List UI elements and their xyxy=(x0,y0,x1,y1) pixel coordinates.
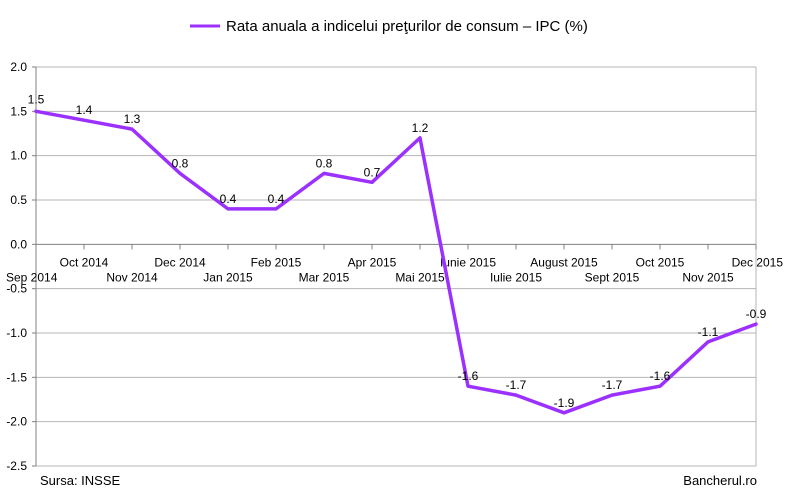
y-tick-label: 1.0 xyxy=(10,149,27,163)
data-label: 1.5 xyxy=(28,92,45,106)
gridlines xyxy=(36,66,756,467)
x-tick-label: Jan 2015 xyxy=(203,270,253,284)
data-point xyxy=(658,384,662,388)
y-axis-ticks: 2.0 1.5 1.0 0.5 0.0 -0.5 -1.0 -1.5 -2.0 -2.5 xyxy=(6,60,36,473)
y-tick-label: -1.0 xyxy=(6,326,27,340)
data-label: -1.7 xyxy=(602,378,623,392)
data-label: 0.8 xyxy=(316,156,333,170)
data-point xyxy=(82,118,86,122)
x-tick-label: August 2015 xyxy=(530,255,598,269)
data-label: 0.4 xyxy=(220,192,237,206)
y-tick-label: 2.0 xyxy=(10,60,27,74)
y-tick-label: -0.5 xyxy=(6,282,27,296)
axes xyxy=(35,67,757,466)
series-layer xyxy=(34,109,758,415)
data-label: -1.9 xyxy=(554,396,575,410)
y-tick-label: 0.0 xyxy=(10,237,27,251)
data-label: -1.7 xyxy=(506,378,527,392)
y-tick-label: 0.5 xyxy=(10,193,27,207)
data-label: 1.3 xyxy=(124,112,141,126)
legend: Rata anuala a indicelui preţurilor de co… xyxy=(190,18,588,35)
y-tick-label: -2.5 xyxy=(6,459,27,473)
legend-label: Rata anuala a indicelui preţurilor de co… xyxy=(226,18,588,35)
y-tick-label: -2.0 xyxy=(6,415,27,429)
data-point xyxy=(466,384,470,388)
data-point xyxy=(562,411,566,415)
series-line xyxy=(34,109,758,415)
x-tick-label: Mai 2015 xyxy=(395,270,445,284)
x-tick-label: Feb 2015 xyxy=(251,255,302,269)
brand-label: Bancherul.ro xyxy=(683,473,757,488)
data-point xyxy=(178,171,182,175)
x-tick-label: Sept 2015 xyxy=(585,270,640,284)
data-label: -1.6 xyxy=(458,369,479,383)
x-tick-label: Sep 2014 xyxy=(6,270,58,284)
source-note: Sursa: INSSE xyxy=(40,473,121,488)
x-tick-label: Nov 2015 xyxy=(682,270,734,284)
x-tick-label: Dec 2014 xyxy=(154,255,206,269)
x-tick-label: Oct 2015 xyxy=(636,255,685,269)
data-label: -0.9 xyxy=(746,307,767,321)
data-point xyxy=(418,136,422,140)
data-labels: 1.5 1.4 1.3 0.8 0.4 0.4 0.8 0.7 1.2 -1.6 -1.7 -1.9 -… xyxy=(28,92,767,409)
data-point xyxy=(34,109,38,113)
x-tick-label: Mar 2015 xyxy=(299,270,350,284)
data-label: 0.4 xyxy=(268,192,285,206)
y-tick-label: -1.5 xyxy=(6,370,27,384)
x-tick-label: Dec 2015 xyxy=(732,255,784,269)
x-tick-label: Iulie 2015 xyxy=(490,270,542,284)
data-point xyxy=(514,393,518,397)
y-tick-label: 1.5 xyxy=(10,104,27,118)
x-tick-label: Iunie 2015 xyxy=(440,255,496,269)
data-point xyxy=(370,180,374,184)
data-label: 0.8 xyxy=(172,156,189,170)
data-point xyxy=(754,322,758,326)
x-tick-label: Apr 2015 xyxy=(348,255,397,269)
data-point xyxy=(610,393,614,397)
data-label: 1.4 xyxy=(76,103,93,117)
data-point xyxy=(130,127,134,131)
data-point xyxy=(274,207,278,211)
data-point xyxy=(322,171,326,175)
x-tick-label: Nov 2014 xyxy=(106,270,158,284)
data-label: -1.6 xyxy=(650,369,671,383)
data-label: 0.7 xyxy=(364,165,381,179)
data-label: 1.2 xyxy=(412,121,429,135)
x-tick-label: Oct 2014 xyxy=(60,255,109,269)
data-label: -1.1 xyxy=(698,325,719,339)
data-point xyxy=(706,340,710,344)
data-point xyxy=(226,207,230,211)
